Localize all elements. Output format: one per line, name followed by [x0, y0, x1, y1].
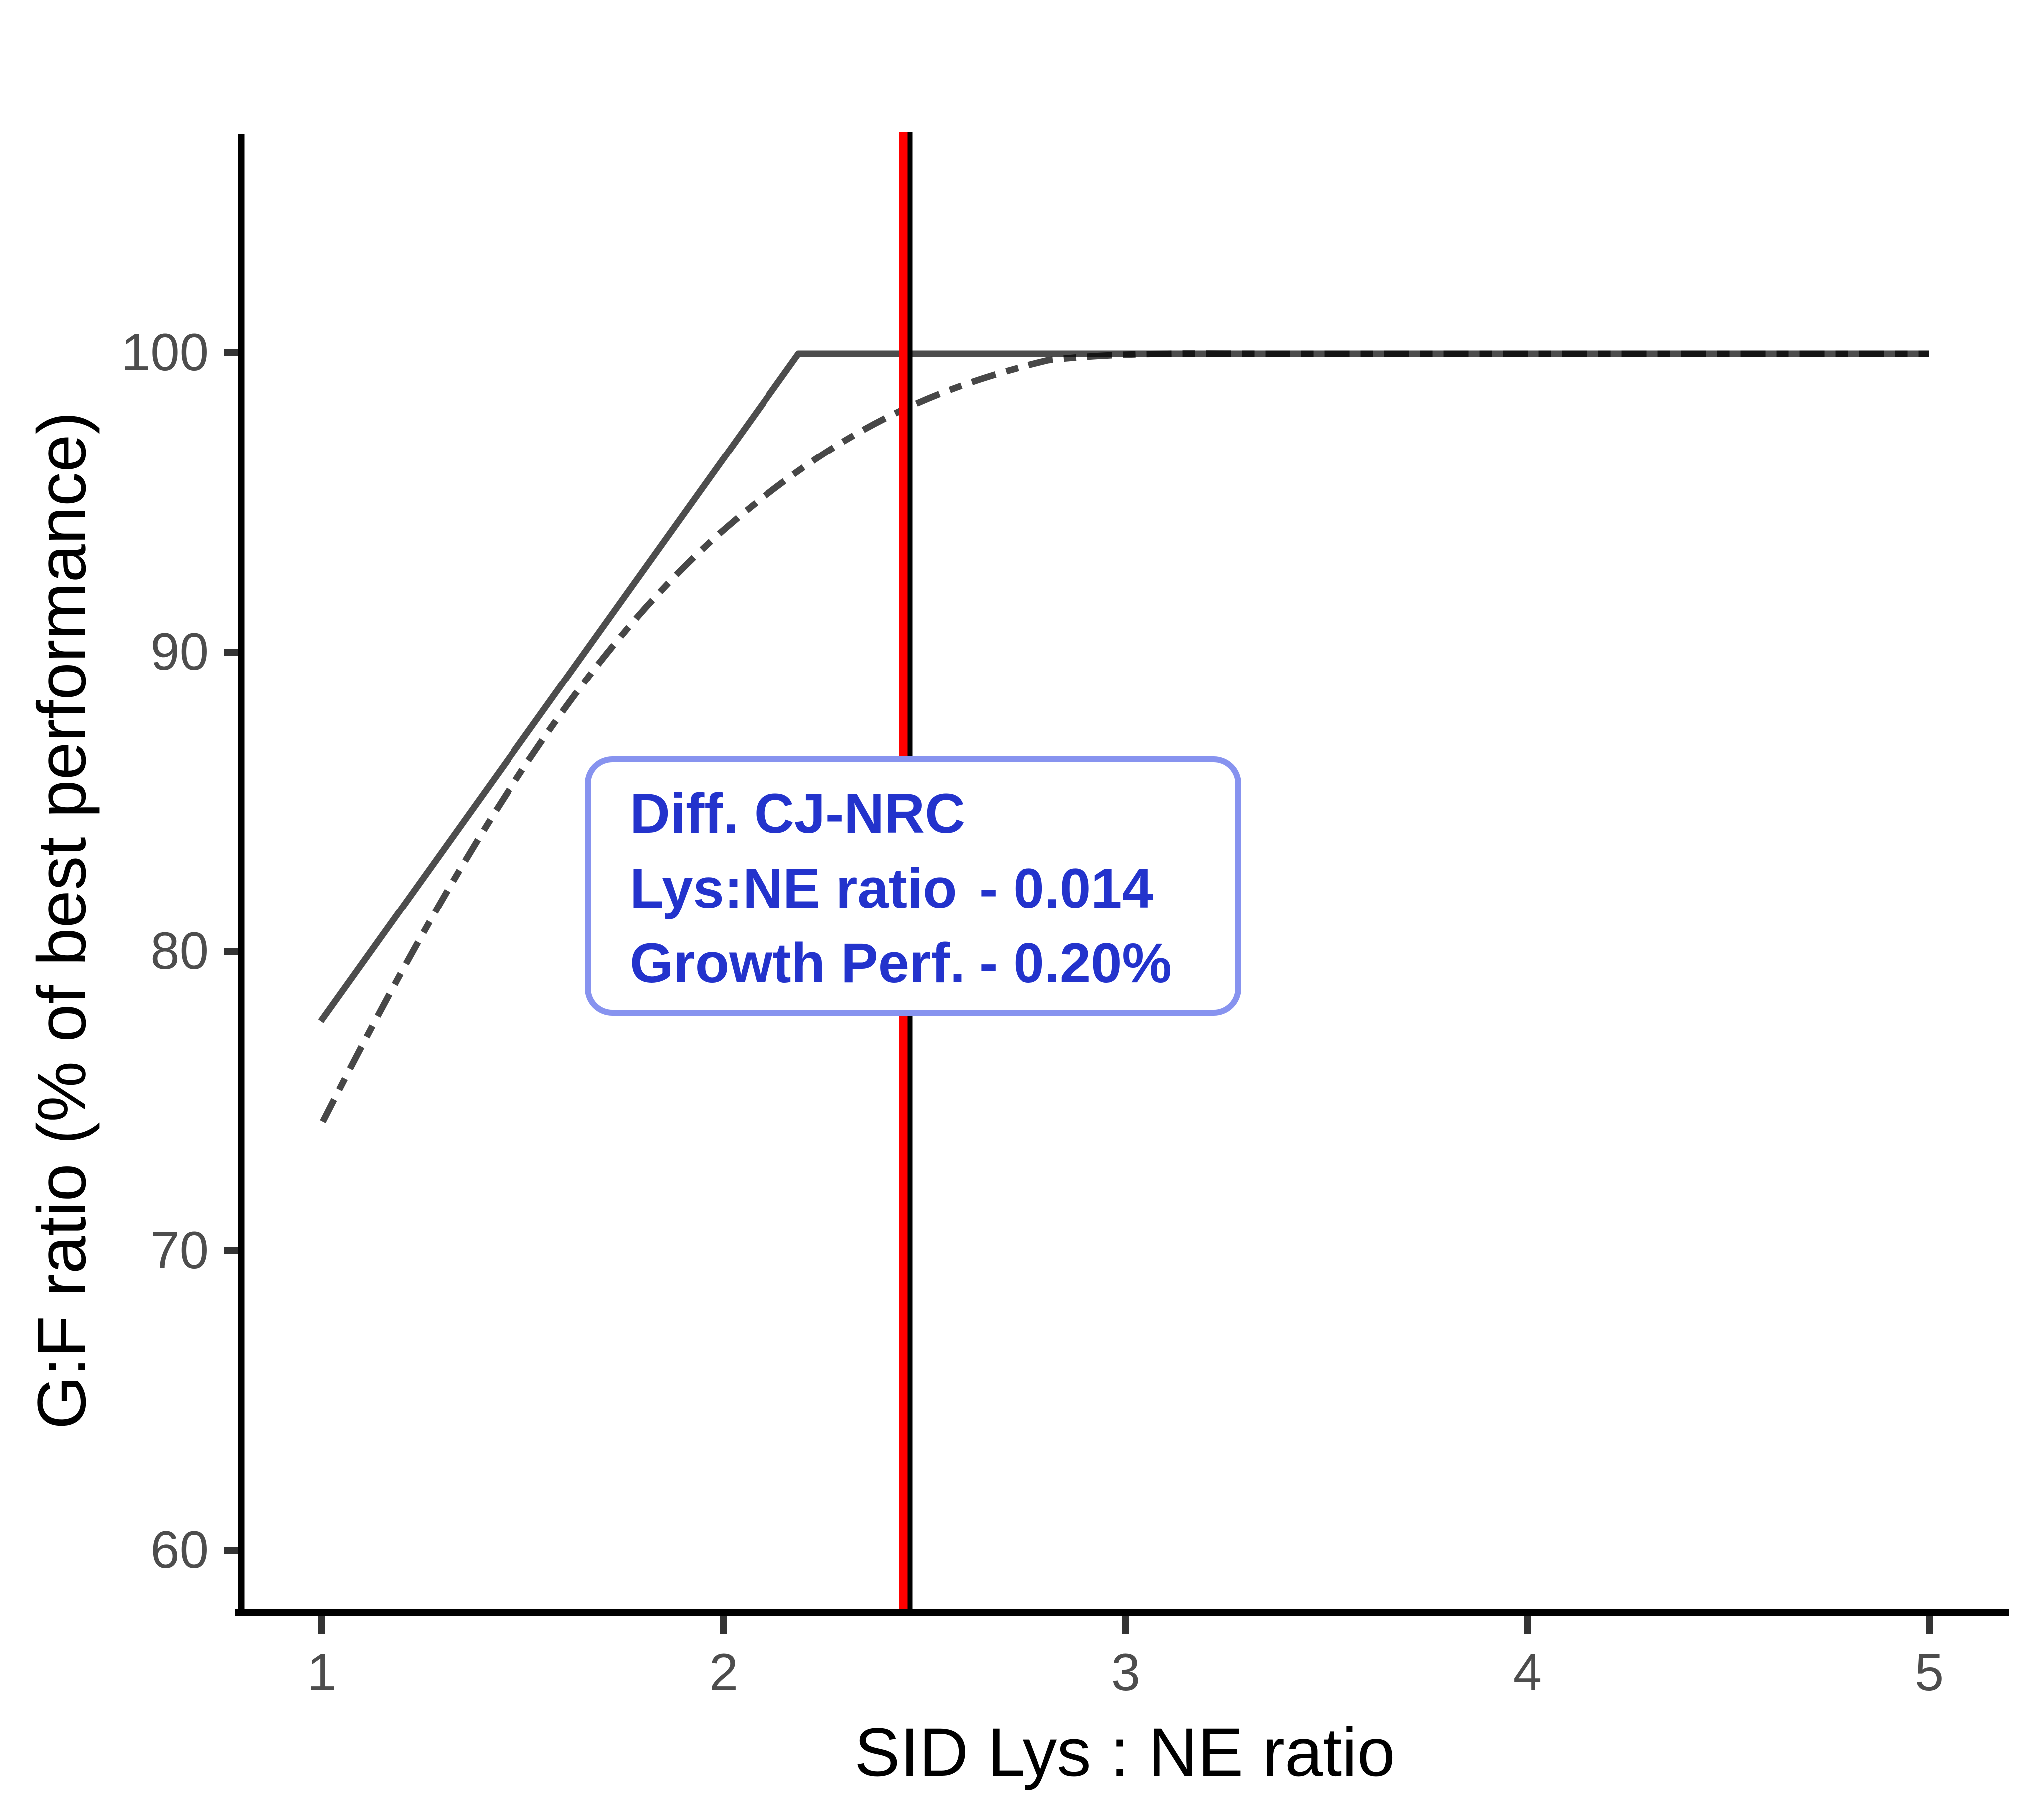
- y-tick-label-60: 60: [150, 1521, 209, 1579]
- x-tick-label-4: 4: [1513, 1643, 1542, 1702]
- annotation-row-growth-perf: Growth Perf. - 0.20%: [630, 926, 1235, 1001]
- annotation-row-value: - 0.014: [979, 857, 1153, 919]
- x-tick-label-5: 5: [1914, 1643, 1944, 1702]
- x-tick-marks: [318, 1616, 1933, 1634]
- nrc-dashdot-line: [320, 350, 1929, 1123]
- y-tick-label-100: 100: [121, 323, 209, 382]
- annotation-row-label: Growth Perf.: [630, 932, 966, 994]
- y-tick-marks: [224, 349, 238, 1554]
- x-tick-label-2: 2: [709, 1643, 739, 1702]
- y-tick-label-70: 70: [150, 1221, 209, 1280]
- annotation-title: Diff. CJ-NRC: [630, 782, 965, 845]
- x-axis-title: SID Lys : NE ratio: [854, 1714, 1395, 1791]
- y-axis-title: G:F ratio (% of best performance): [24, 411, 100, 1430]
- y-tick-label-80: 80: [150, 922, 209, 980]
- cj-solid-line: [318, 350, 1929, 1023]
- annotation-row-lys-ne: Lys:NE ratio - 0.014: [630, 851, 1235, 926]
- difference-annotation-box: Diff. CJ-NRC Lys:NE ratio - 0.014 Growth…: [585, 756, 1241, 1016]
- x-tick-label-3: 3: [1111, 1643, 1141, 1702]
- annotation-row-label: Lys:NE ratio: [630, 857, 957, 919]
- y-tick-label-90: 90: [150, 623, 209, 681]
- x-tick-label-1: 1: [307, 1643, 337, 1702]
- annotation-row-value: - 0.20%: [979, 932, 1172, 994]
